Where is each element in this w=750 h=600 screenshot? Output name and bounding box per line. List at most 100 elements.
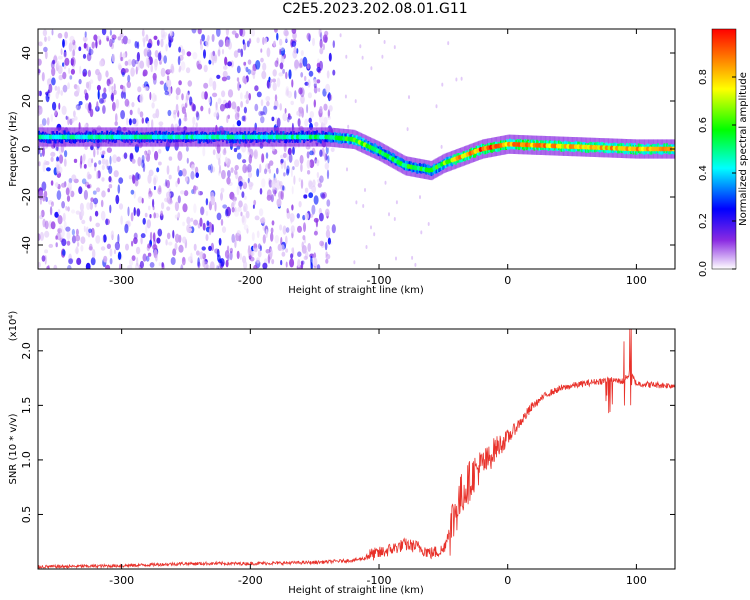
noise-speckle xyxy=(218,258,222,264)
noise-speckle xyxy=(50,156,54,162)
noise-speckle xyxy=(273,40,276,47)
noise-speckle xyxy=(42,162,46,173)
noise-speckle xyxy=(130,189,135,195)
snr-series-line xyxy=(38,329,675,569)
noise-speckle xyxy=(86,52,92,62)
noise-speckle xyxy=(42,29,48,37)
x-tick-label: 100 xyxy=(626,574,647,587)
noise-speckle xyxy=(302,56,308,67)
noise-speckle xyxy=(132,174,136,184)
noise-speckle xyxy=(144,212,148,218)
noise-speckle xyxy=(241,215,245,223)
noise-speckle xyxy=(154,61,158,71)
noise-speckle xyxy=(280,154,284,159)
noise-speckle xyxy=(118,203,124,210)
noise-speckle xyxy=(226,75,231,81)
noise-speckle xyxy=(65,226,71,232)
noise-speckle xyxy=(46,78,51,84)
noise-speckle xyxy=(42,218,46,228)
noise-speckle xyxy=(414,262,417,267)
noise-speckle xyxy=(87,69,91,77)
noise-speckle xyxy=(317,178,322,184)
noise-speckle xyxy=(307,79,311,88)
noise-speckle xyxy=(231,101,237,110)
noise-speckle xyxy=(111,85,114,92)
noise-speckle xyxy=(140,233,146,239)
spectrogram-y-label: Frequency (Hz) xyxy=(8,111,19,187)
noise-speckle xyxy=(203,91,208,100)
noise-speckle xyxy=(51,29,54,36)
noise-speckle xyxy=(185,92,190,101)
noise-speckle xyxy=(124,223,129,234)
noise-speckle xyxy=(40,211,43,218)
noise-speckle xyxy=(190,252,193,261)
noise-speckle xyxy=(218,237,222,246)
noise-speckle xyxy=(279,180,283,187)
noise-speckle xyxy=(147,120,150,127)
noise-speckle xyxy=(238,181,244,187)
colorbar-tick-label: 0.8 xyxy=(698,69,709,85)
noise-speckle xyxy=(91,158,94,164)
noise-speckle xyxy=(43,46,48,53)
noise-speckle xyxy=(217,49,221,57)
noise-speckle xyxy=(119,32,124,38)
noise-speckle xyxy=(220,192,223,201)
noise-speckle xyxy=(324,152,327,162)
noise-speckle xyxy=(75,103,78,110)
noise-speckle xyxy=(290,100,295,106)
noise-speckle xyxy=(283,160,287,170)
noise-speckle xyxy=(346,167,348,172)
noise-speckle xyxy=(75,234,81,242)
noise-speckle xyxy=(82,36,88,42)
noise-speckle xyxy=(65,205,68,211)
noise-speckle xyxy=(38,161,41,167)
noise-speckle xyxy=(325,83,331,93)
noise-speckle xyxy=(83,189,88,200)
noise-speckle xyxy=(300,179,304,189)
noise-speckle xyxy=(207,34,210,42)
noise-speckle xyxy=(291,204,294,211)
noise-speckle xyxy=(62,249,66,256)
noise-speckle xyxy=(85,262,91,269)
noise-speckle xyxy=(142,217,146,225)
noise-speckle xyxy=(319,38,323,49)
noise-speckle xyxy=(141,29,145,37)
noise-speckle xyxy=(279,38,283,46)
colorbar-gradient xyxy=(711,28,737,270)
noise-speckle xyxy=(265,228,268,239)
noise-speckle xyxy=(106,243,111,249)
noise-speckle xyxy=(231,207,235,213)
noise-speckle xyxy=(193,219,199,226)
noise-speckle xyxy=(50,180,54,186)
noise-speckle xyxy=(240,211,243,217)
noise-speckle xyxy=(102,234,107,243)
noise-speckle xyxy=(327,155,330,164)
colorbar-tick-label: 0.6 xyxy=(698,117,709,133)
noise-speckle xyxy=(276,198,282,207)
noise-speckle xyxy=(285,35,288,43)
noise-speckle xyxy=(90,197,94,202)
noise-speckle xyxy=(39,198,43,205)
noise-speckle xyxy=(197,63,203,70)
y-tick-label: 0 xyxy=(20,146,33,153)
noise-speckle xyxy=(109,258,113,265)
noise-speckle xyxy=(175,103,179,113)
noise-speckle xyxy=(100,210,106,221)
noise-speckle xyxy=(218,39,224,48)
noise-speckle xyxy=(284,108,287,114)
noise-speckle xyxy=(234,206,237,213)
noise-speckle xyxy=(134,178,139,187)
noise-speckle xyxy=(218,164,222,174)
noise-speckle xyxy=(302,235,306,241)
noise-speckle xyxy=(180,264,184,269)
noise-speckle xyxy=(80,245,84,252)
noise-speckle xyxy=(76,85,80,95)
noise-speckle xyxy=(153,35,158,40)
noise-speckle xyxy=(229,250,233,261)
noise-speckle xyxy=(243,77,247,85)
noise-speckle xyxy=(144,86,149,92)
noise-speckle xyxy=(260,116,265,124)
noise-speckle xyxy=(282,112,288,122)
noise-speckle xyxy=(193,243,197,251)
noise-speckle xyxy=(80,236,86,244)
